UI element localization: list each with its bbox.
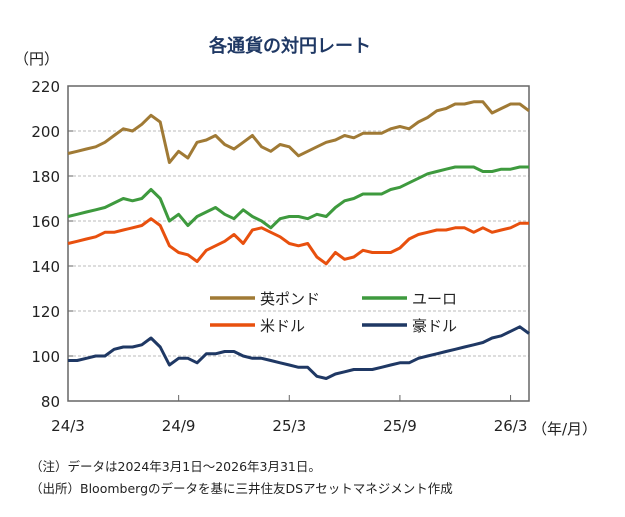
legend-label: 米ドル [260,317,305,335]
y-tick-label: 180 [31,168,60,186]
chart-title: 各通貨の対円レート [209,36,371,57]
x-tick-label: 26/3 [494,417,528,435]
legend-label: ユーロ [412,290,457,308]
y-tick-label: 100 [31,348,60,366]
x-axis-unit: （年/月） [532,420,598,438]
note-source: （出所）Bloombergのデータを基に三井住友DSアセットマネジメント作成 [30,481,453,496]
x-tick-label: 25/9 [383,417,417,435]
x-tick-label: 24/9 [162,417,196,435]
y-tick-label: 80 [41,393,60,411]
y-axis-unit: （円） [14,50,60,68]
series-line-2 [67,217,529,266]
x-tick-label: 24/3 [51,417,85,435]
series-line-0 [67,100,530,164]
y-tick-label: 220 [31,78,60,96]
legend-label: 英ポンド [260,290,320,308]
y-tick-label: 140 [31,258,60,276]
y-tick-label: 120 [31,303,60,321]
x-tick-label: 25/3 [272,417,306,435]
series-line-1 [67,165,529,230]
plot-frame [67,85,530,402]
series-line-3 [68,325,530,380]
y-tick-label: 200 [31,123,60,141]
legend-label: 豪ドル [412,317,457,335]
note-period: （注）データは2024年3月1日～2026年3月31日。 [30,459,321,474]
y-tick-label: 160 [31,213,60,231]
